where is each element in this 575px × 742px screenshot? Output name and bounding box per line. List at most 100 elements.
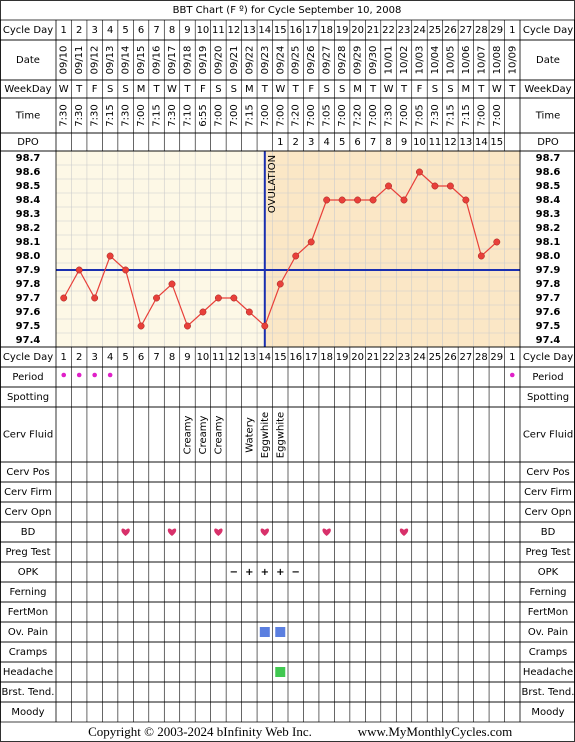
y-tick-label: 97.7 — [16, 293, 41, 304]
cycle-day: 11 — [212, 25, 225, 36]
temperature-point — [214, 294, 222, 302]
period-dot — [107, 372, 113, 378]
cycle-day: 1 — [61, 25, 67, 36]
temperature-point — [369, 196, 377, 204]
cerv-fluid: Eggwhite — [260, 412, 271, 458]
cycle-day: 4 — [107, 352, 113, 363]
cycle-day: 26 — [444, 25, 457, 36]
temperature-point — [493, 238, 501, 246]
time: 7:30 — [90, 104, 101, 126]
bd-heart — [260, 528, 269, 536]
row-label: BD — [21, 527, 36, 538]
row-label-right: Time — [535, 111, 560, 122]
y-tick-label-right: 98.7 — [536, 153, 561, 164]
row-label-right: Cycle Day — [523, 352, 573, 363]
cycle-day: 24 — [413, 25, 426, 36]
weekday: M — [462, 84, 471, 95]
row-label-right: Cerv Opn — [525, 507, 572, 518]
dpo: 12 — [444, 137, 457, 148]
time: 7:05 — [414, 104, 425, 126]
weekday: S — [339, 84, 345, 95]
row-label-right: Cerv Pos — [526, 467, 569, 478]
weekday: T — [400, 84, 408, 95]
date: 09/21 — [229, 46, 240, 75]
time: 7:15 — [244, 104, 255, 126]
time: 7:30 — [430, 104, 441, 126]
opk: − — [230, 567, 238, 578]
y-tick-label: 98.6 — [16, 167, 41, 178]
date: 09/11 — [74, 46, 85, 75]
y-tick-label-right: 97.4 — [536, 335, 561, 346]
temperature-point — [137, 322, 145, 330]
weekday: W — [167, 84, 177, 95]
temperature-point — [338, 196, 346, 204]
cerv-fluid: Creamy — [213, 416, 224, 455]
row-label: FertMon — [8, 607, 48, 618]
date: 09/24 — [275, 46, 286, 75]
temperature-point — [446, 182, 454, 190]
weekday: M — [137, 84, 146, 95]
opk: + — [276, 567, 284, 578]
date: 09/12 — [90, 46, 101, 75]
row-label-right: Cerv Fluid — [523, 430, 573, 441]
cycle-day: 5 — [122, 352, 128, 363]
row-label: Ov. Pain — [8, 627, 48, 638]
cycle-day: 1 — [509, 352, 515, 363]
temperature-point — [416, 168, 423, 176]
cycle-day: 6 — [138, 25, 144, 36]
cycle-day: 1 — [509, 25, 515, 36]
cycle-day: 22 — [382, 25, 395, 36]
period-dot — [61, 372, 67, 378]
y-tick-label: 97.4 — [16, 335, 41, 346]
bd-heart — [121, 528, 130, 536]
cerv-fluid: Creamy — [198, 416, 209, 455]
date: 09/22 — [244, 46, 255, 75]
time: 7:00 — [229, 104, 240, 126]
date: 09/18 — [182, 46, 193, 75]
cycle-day: 12 — [227, 25, 240, 36]
period-dot — [76, 372, 82, 378]
period-dot — [509, 372, 515, 378]
row-label: Cycle Day — [3, 352, 53, 363]
time: 7:00 — [399, 104, 410, 126]
y-tick-label: 97.5 — [16, 321, 41, 332]
opk: + — [261, 567, 269, 578]
y-tick-label-right: 97.9 — [536, 265, 561, 276]
cycle-day: 19 — [336, 352, 349, 363]
cycle-day: 9 — [184, 352, 190, 363]
time: 7:30 — [74, 104, 85, 126]
cycle-day: 9 — [184, 25, 190, 36]
time: 7:05 — [322, 104, 333, 126]
time: 7:00 — [275, 104, 286, 126]
dpo: 6 — [354, 137, 360, 148]
time: 7:10 — [182, 104, 193, 126]
cycle-day: 2 — [76, 25, 82, 36]
row-label: Cerv Firm — [4, 487, 52, 498]
cycle-day: 21 — [367, 352, 380, 363]
cycle-day: 19 — [336, 25, 349, 36]
y-tick-label-right: 97.7 — [536, 293, 561, 304]
temperature-point — [276, 280, 284, 288]
weekday: M — [353, 84, 362, 95]
cycle-day: 3 — [91, 25, 97, 36]
row-label: Moody — [11, 707, 44, 718]
time: 7:30 — [384, 104, 395, 126]
date: 09/19 — [198, 46, 209, 75]
date: 09/23 — [260, 46, 271, 75]
row-label-right: DPO — [537, 137, 559, 148]
cycle-day: 5 — [122, 25, 128, 36]
cycle-day: 27 — [459, 352, 472, 363]
cycle-day: 10 — [197, 352, 210, 363]
weekday: T — [369, 84, 377, 95]
cycle-day: 18 — [320, 352, 333, 363]
y-tick-label-right: 98.5 — [536, 181, 561, 192]
date: 09/10 — [59, 46, 70, 75]
cycle-day: 3 — [91, 352, 97, 363]
cycle-day: 2 — [76, 352, 82, 363]
cycle-day: 14 — [258, 25, 271, 36]
chart-title: BBT Chart (F º) for Cycle September 10, … — [173, 5, 402, 16]
time: 6:55 — [198, 104, 209, 126]
cycle-day: 1 — [61, 352, 67, 363]
weekday: F — [200, 84, 206, 95]
cycle-day: 28 — [475, 352, 488, 363]
